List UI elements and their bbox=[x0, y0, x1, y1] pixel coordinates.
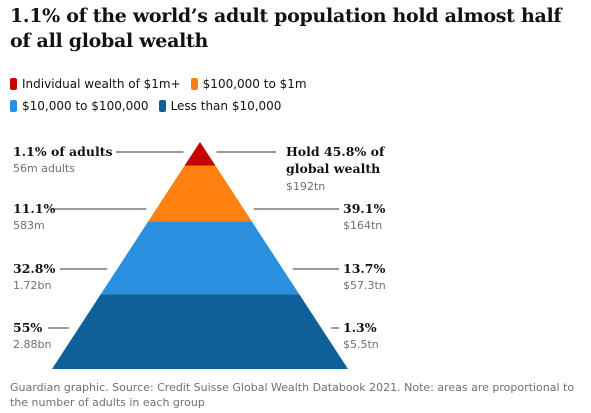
pyramid-tier-10k-100k bbox=[100, 221, 300, 295]
legend-item-100k-1m: $100,000 to $1m bbox=[190, 77, 307, 91]
wealth-amount-label-under-10k: $5.5tn bbox=[343, 338, 379, 351]
legend-label-millionaire: Individual wealth of $1m+ bbox=[22, 77, 181, 91]
legend-item-10k-100k: $10,000 to $100,000 bbox=[10, 99, 149, 113]
wealth-amount-label-millionaire: $192tn bbox=[286, 180, 325, 193]
adults-count-label-10k-100k: 1.72bn bbox=[13, 279, 51, 292]
adults-count-label-100k-1m: 583m bbox=[13, 219, 45, 232]
adults-pct-label-10k-100k: 32.8% bbox=[13, 261, 55, 276]
wealth-amount-label-10k-100k: $57.3tn bbox=[343, 279, 386, 292]
adults-pct-label-under-10k: 55% bbox=[13, 320, 42, 335]
legend-swatch-10k-100k bbox=[10, 100, 17, 112]
chart-title: 1.1% of the world’s adult population hol… bbox=[10, 5, 562, 52]
pyramid-tier-100k-1m bbox=[148, 165, 252, 222]
wealth-pct-label-under-10k: 1.3% bbox=[343, 320, 377, 335]
legend-label-100k-1m: $100,000 to $1m bbox=[202, 77, 307, 91]
adults-pct-label-100k-1m: 11.1% bbox=[13, 201, 55, 216]
legend-label-under-10k: Less than $10,000 bbox=[170, 99, 282, 113]
adults-count-label-under-10k: 2.88bn bbox=[13, 338, 51, 351]
source-note: Guardian graphic. Source: Credit Suisse … bbox=[10, 381, 575, 409]
legend-row-2: $10,000 to $100,000 Less than $10,000 bbox=[10, 95, 340, 117]
legend-label-10k-100k: $10,000 to $100,000 bbox=[22, 99, 149, 113]
legend-swatch-100k-1m bbox=[190, 78, 198, 90]
adults-pct-label-millionaire: 1.1% of adults bbox=[13, 144, 113, 159]
legend-swatch-under-10k bbox=[158, 100, 166, 112]
legend-item-millionaire: Individual wealth of $1m+ bbox=[10, 77, 181, 91]
legend-row-1: Individual wealth of $1m+ $100,000 to $1… bbox=[10, 73, 340, 95]
wealth-pct-label-millionaire: Hold 45.8% of global wealth bbox=[286, 144, 386, 176]
wealth-pct-label-100k-1m: 39.1% bbox=[343, 201, 385, 216]
wealth-amount-label-100k-1m: $164tn bbox=[343, 219, 382, 232]
pyramid-tier-millionaire bbox=[184, 142, 216, 166]
adults-count-label-millionaire: 56m adults bbox=[13, 162, 75, 175]
legend-swatch-millionaire bbox=[10, 78, 17, 90]
wealth-pct-label-10k-100k: 13.7% bbox=[343, 261, 385, 276]
legend-item-under-10k: Less than $10,000 bbox=[158, 99, 282, 113]
legend: Individual wealth of $1m+ $100,000 to $1… bbox=[10, 73, 340, 117]
pyramid-tier-under-10k bbox=[52, 294, 348, 369]
